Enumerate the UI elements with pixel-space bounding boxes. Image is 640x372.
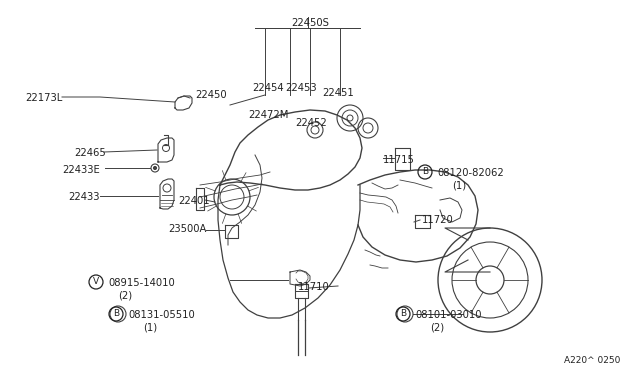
Circle shape: [154, 167, 157, 170]
Text: 22452: 22452: [295, 118, 327, 128]
Text: 22453: 22453: [285, 83, 317, 93]
Text: B: B: [422, 167, 428, 176]
Text: 22433E: 22433E: [62, 165, 100, 175]
Text: 22451: 22451: [322, 88, 354, 98]
Text: 22450S: 22450S: [291, 18, 329, 28]
Text: 22465: 22465: [74, 148, 106, 158]
Text: (2): (2): [118, 291, 132, 301]
Text: 11710: 11710: [298, 282, 330, 292]
Text: A220^ 0250: A220^ 0250: [564, 356, 620, 365]
Text: 11715: 11715: [383, 155, 415, 165]
Text: 22472M: 22472M: [248, 110, 289, 120]
Text: 08915-14010: 08915-14010: [108, 278, 175, 288]
Text: B: B: [113, 310, 119, 318]
Text: 22173L: 22173L: [25, 93, 62, 103]
Text: 11720: 11720: [422, 215, 454, 225]
Text: 08131-05510: 08131-05510: [128, 310, 195, 320]
Text: 22433: 22433: [68, 192, 99, 202]
Text: B: B: [400, 310, 406, 318]
Text: (2): (2): [430, 323, 444, 333]
Text: 08101-03010: 08101-03010: [415, 310, 481, 320]
Text: 22450: 22450: [195, 90, 227, 100]
Text: (1): (1): [143, 323, 157, 333]
Text: 22401: 22401: [178, 196, 210, 206]
Text: (1): (1): [452, 181, 466, 191]
Text: 08120-82062: 08120-82062: [437, 168, 504, 178]
Text: V: V: [93, 278, 99, 286]
Text: 22454: 22454: [252, 83, 284, 93]
Text: 23500A: 23500A: [168, 224, 206, 234]
